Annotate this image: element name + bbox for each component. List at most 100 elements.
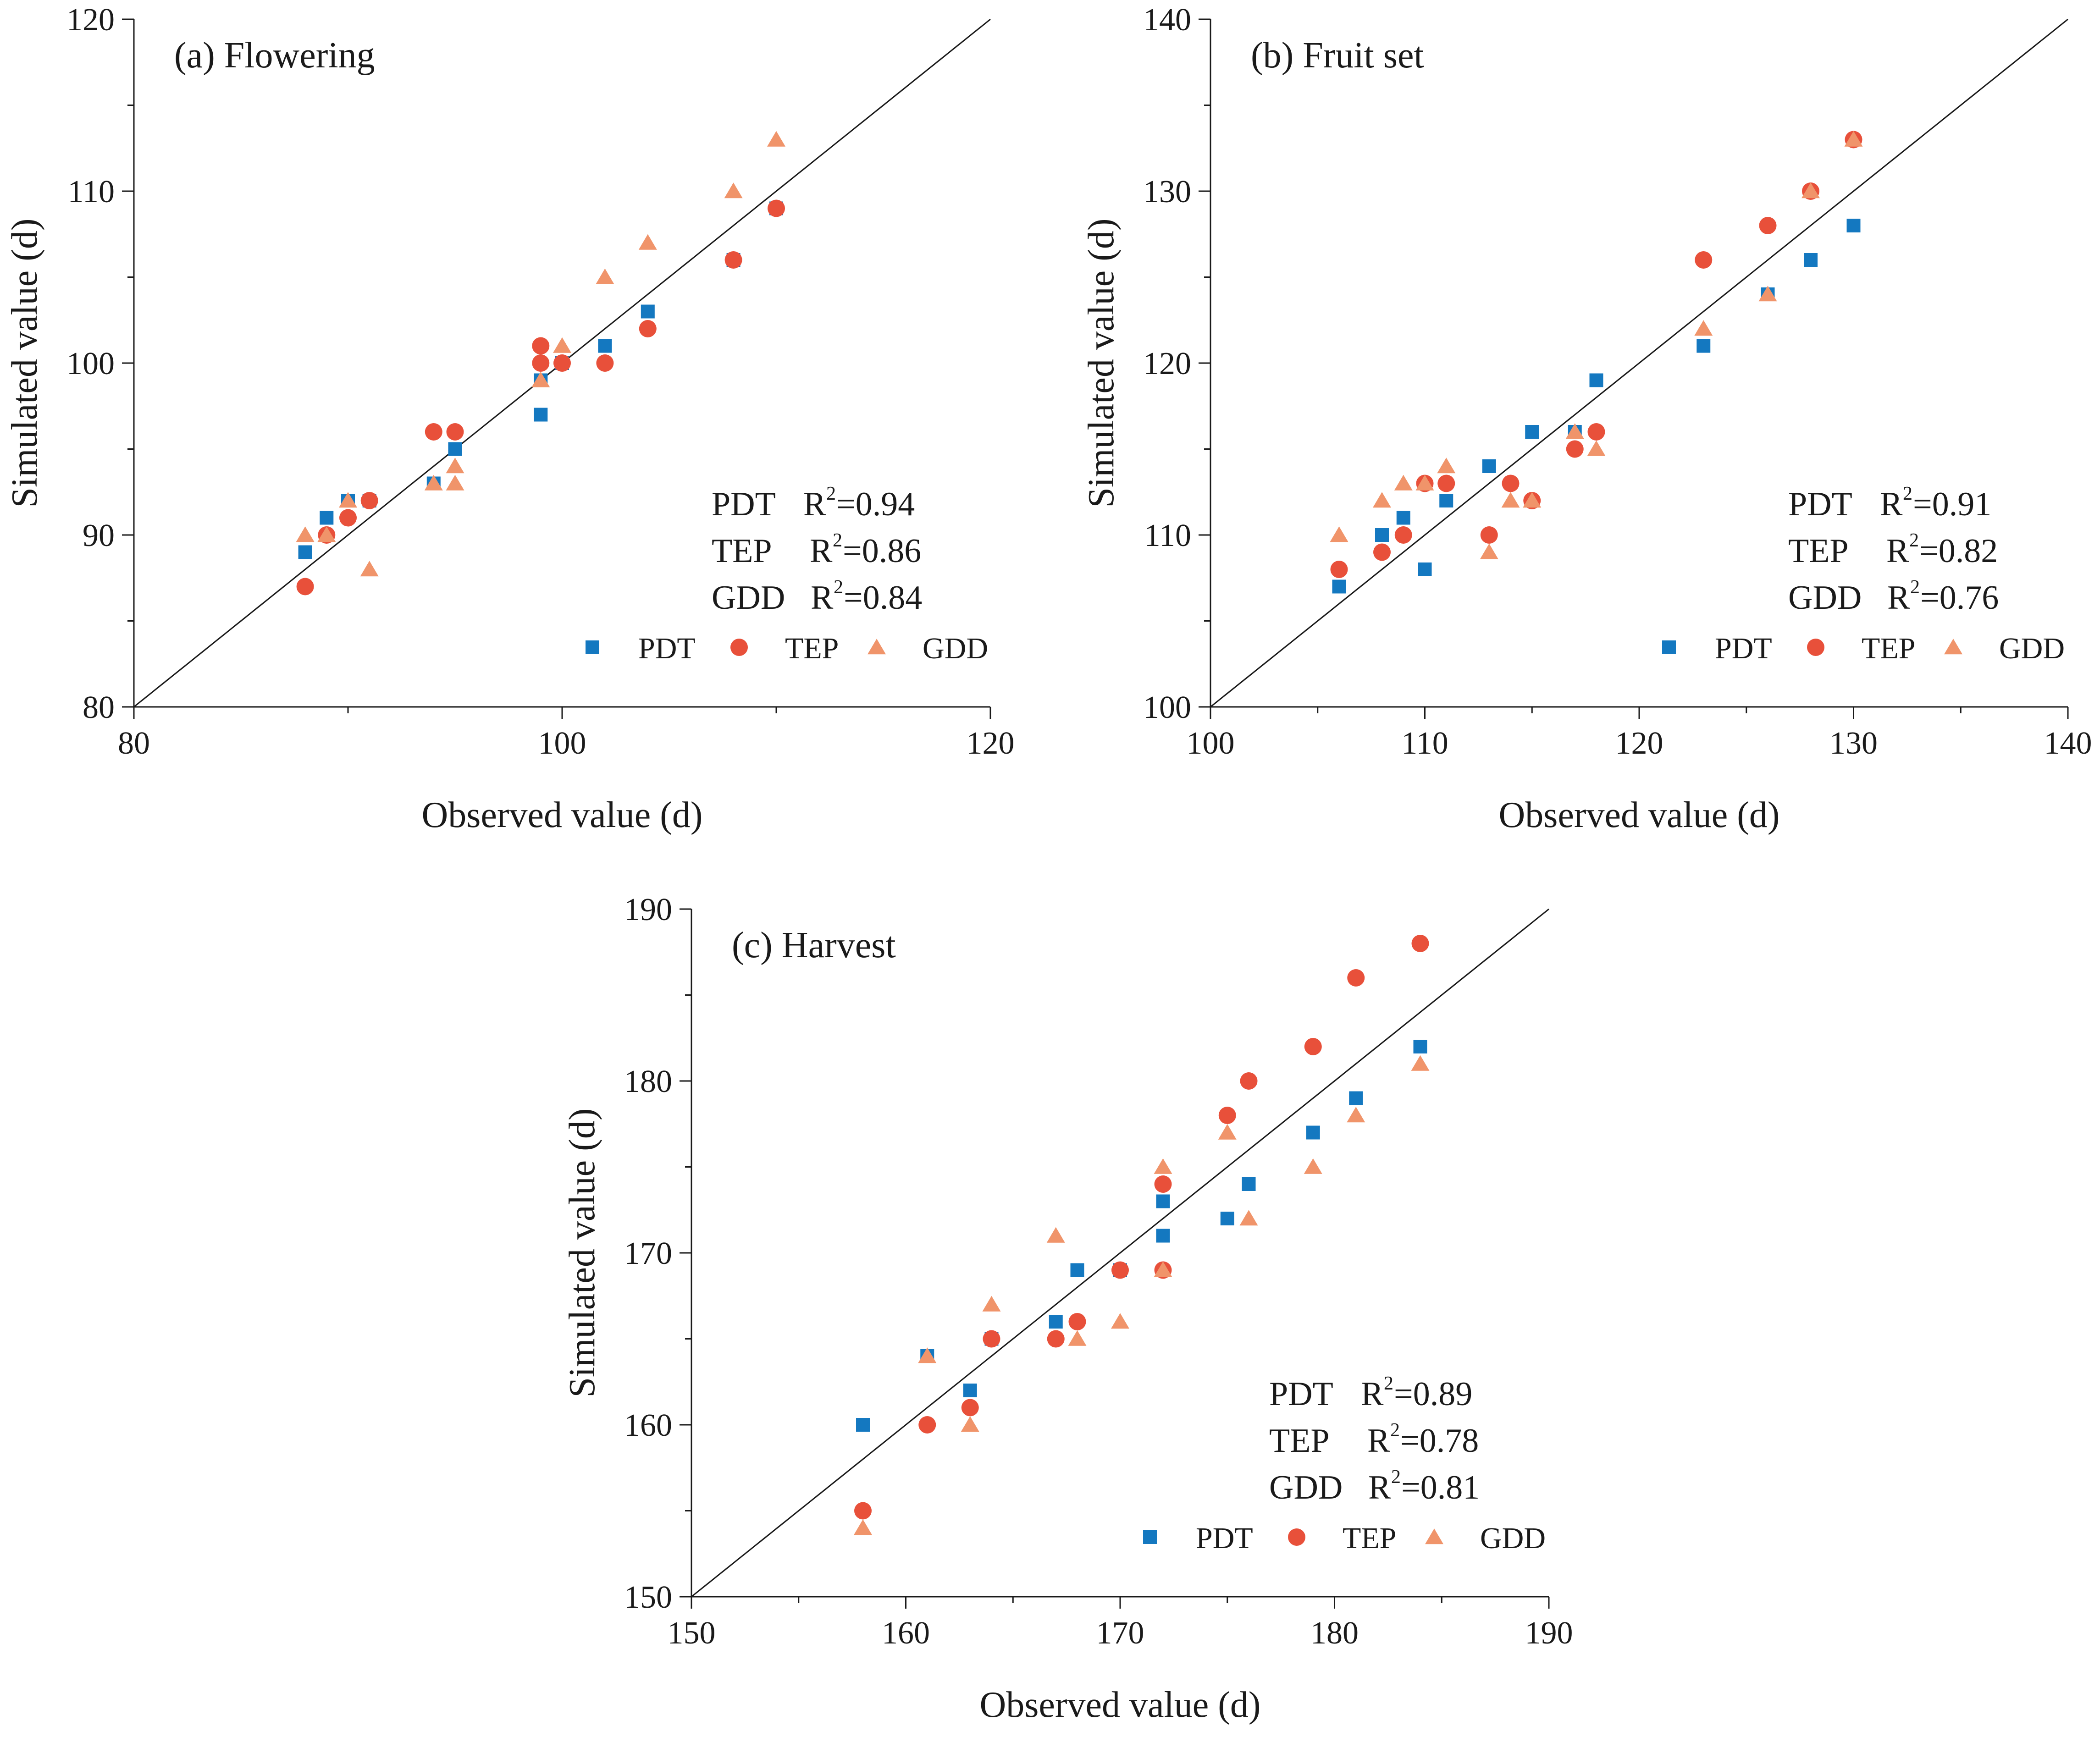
r2-model-name: GDD — [1269, 1469, 1343, 1506]
data-point-tep — [446, 423, 464, 441]
data-point-gdd — [1154, 1261, 1172, 1277]
data-point-tep — [1695, 251, 1713, 269]
data-point-pdt — [1525, 425, 1539, 439]
data-point-tep — [1111, 1261, 1129, 1279]
r2-label: R — [1368, 1469, 1391, 1506]
x-tick-label: 140 — [2044, 726, 2092, 761]
r2-label: R — [1361, 1375, 1384, 1413]
data-point-gdd — [1480, 543, 1498, 559]
data-point-gdd — [1844, 131, 1863, 147]
r2-superscript: 2 — [826, 483, 836, 504]
data-point-gdd — [1587, 440, 1606, 456]
data-point-gdd — [1304, 1158, 1322, 1174]
r2-superscript: 2 — [833, 530, 842, 551]
legend-marker-pdt — [1143, 1530, 1157, 1544]
data-point-gdd — [1046, 1227, 1065, 1243]
data-point-pdt — [534, 408, 548, 422]
r2-superscript: 2 — [1390, 1420, 1400, 1441]
data-point-tep — [983, 1330, 1000, 1348]
data-point-gdd — [1411, 1055, 1430, 1071]
x-tick-label: 120 — [967, 726, 1015, 761]
data-point-tep — [1218, 1107, 1236, 1124]
data-point-pdt — [1804, 253, 1818, 267]
y-tick-label: 120 — [66, 2, 115, 38]
data-point-tep — [854, 1502, 872, 1520]
data-point-gdd — [553, 337, 571, 353]
r2-model-name: TEP — [1788, 532, 1849, 570]
data-point-gdd — [1373, 492, 1391, 508]
r2-label: R — [1367, 1422, 1390, 1460]
y-tick-label: 180 — [624, 1064, 672, 1099]
legend-marker-pdt — [1662, 640, 1676, 654]
data-point-gdd — [1330, 526, 1348, 542]
data-point-gdd — [1415, 474, 1434, 491]
series-gdd — [296, 131, 785, 577]
data-point-pdt — [448, 442, 462, 456]
legend-item-tep: TEP — [1288, 1522, 1396, 1555]
data-point-tep — [596, 354, 614, 372]
data-point-gdd — [446, 474, 464, 491]
data-point-gdd — [424, 474, 443, 491]
x-axis-title: Observed value (d) — [979, 1685, 1260, 1725]
data-point-pdt — [1242, 1177, 1256, 1191]
data-point-gdd — [982, 1296, 1001, 1312]
r2-label: R — [811, 579, 834, 617]
x-tick-label: 100 — [1187, 726, 1235, 761]
data-point-tep — [1347, 969, 1365, 987]
data-point-tep — [339, 509, 357, 527]
legend-item-gdd: GDD — [1944, 632, 2065, 665]
data-point-gdd — [296, 526, 315, 542]
series-gdd — [854, 1055, 1430, 1535]
r2-stat-pdt: PDT R 2 =0.91 — [1788, 483, 1991, 523]
data-point-pdt — [1156, 1194, 1170, 1208]
data-point-gdd — [961, 1416, 979, 1432]
legend-label: GDD — [1480, 1522, 1546, 1555]
panel-title: (b) Fruit set — [1251, 35, 1424, 76]
legend-label: TEP — [1862, 632, 1915, 665]
data-point-tep — [1330, 561, 1348, 578]
legend-item-tep: TEP — [730, 632, 839, 665]
data-point-tep — [768, 199, 785, 217]
r2-model-name: PDT — [712, 485, 776, 523]
data-point-tep — [1154, 1175, 1172, 1193]
y-tick-label: 140 — [1143, 2, 1191, 38]
legend-label: TEP — [1343, 1522, 1396, 1555]
data-point-gdd — [918, 1347, 937, 1363]
r2-stat-gdd: GDD R 2 =0.81 — [1269, 1467, 1480, 1506]
data-point-gdd — [339, 492, 357, 508]
r2-label: R — [1880, 485, 1903, 523]
r2-superscript: 2 — [1384, 1373, 1393, 1394]
r2-value: =0.81 — [1401, 1469, 1480, 1506]
legend-marker-tep — [730, 639, 748, 656]
data-point-gdd — [360, 561, 379, 577]
data-point-tep — [1068, 1313, 1086, 1330]
x-tick-label: 80 — [118, 726, 150, 761]
r2-label: R — [810, 532, 833, 570]
data-point-tep — [532, 354, 550, 372]
data-point-pdt — [1049, 1315, 1063, 1329]
r2-model-name: GDD — [1788, 579, 1862, 617]
y-tick-label: 110 — [1144, 518, 1191, 553]
r2-stat-gdd: GDD R 2 =0.76 — [1788, 577, 1999, 617]
legend-label: PDT — [638, 632, 696, 665]
r2-value: =0.91 — [1913, 485, 1991, 523]
series-gdd — [1330, 131, 1863, 559]
data-point-tep — [360, 492, 378, 509]
data-point-gdd — [1437, 458, 1456, 474]
data-point-pdt — [1349, 1091, 1363, 1105]
data-point-pdt — [1846, 219, 1861, 232]
one-to-one-line — [691, 908, 1549, 1598]
r2-value: =0.82 — [1919, 532, 1998, 570]
data-point-gdd — [1565, 423, 1584, 439]
r2-superscript: 2 — [1910, 577, 1920, 598]
y-axis-title: Simulated value (d) — [5, 219, 45, 508]
data-point-tep — [1502, 474, 1520, 492]
r2-value: =0.89 — [1394, 1375, 1472, 1413]
r2-stat-tep: TEP R 2 =0.82 — [1788, 530, 1998, 570]
data-point-tep — [1587, 423, 1605, 441]
legend-label: PDT — [1715, 632, 1772, 665]
y-tick-label: 150 — [624, 1580, 672, 1615]
data-point-gdd — [1218, 1124, 1237, 1140]
data-point-tep — [1566, 440, 1584, 458]
